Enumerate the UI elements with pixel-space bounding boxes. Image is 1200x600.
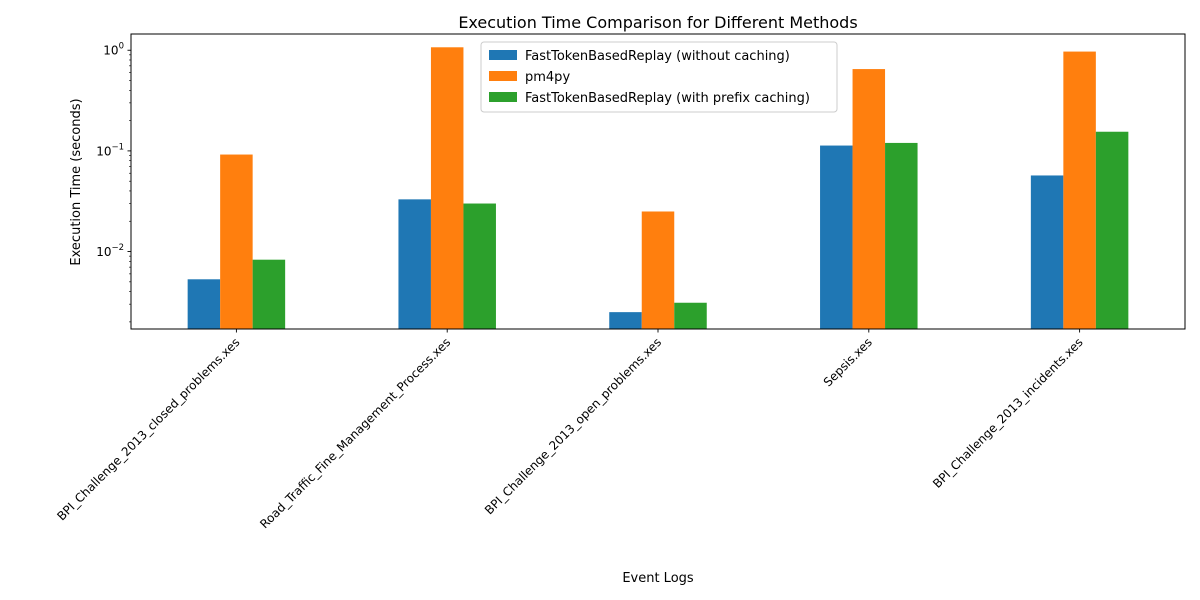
- y-tick-exponent: −1: [111, 142, 124, 152]
- chart-title: Execution Time Comparison for Different …: [458, 13, 857, 32]
- legend: FastTokenBasedReplay (without caching) pm…: [480, 41, 838, 113]
- bar: [852, 69, 886, 329]
- y-tick-base: 10: [103, 44, 118, 58]
- bar: [820, 145, 853, 329]
- bar: [885, 142, 918, 329]
- legend-swatch: [489, 71, 517, 81]
- bar: [1030, 175, 1064, 329]
- y-tick-label: 10−2: [96, 243, 124, 259]
- y-tick-base: 10: [96, 144, 111, 158]
- x-tick-label: Road_Traffic_Fine_Management_Process.xes: [257, 335, 453, 531]
- legend-box: [480, 41, 838, 113]
- bar: [674, 302, 707, 329]
- y-tick-exponent: 0: [119, 42, 124, 52]
- legend-label: pm4py: [525, 70, 570, 85]
- legend-label: FastTokenBasedReplay (with prefix cachin…: [525, 91, 810, 106]
- bar: [641, 211, 675, 329]
- bar: [1095, 131, 1129, 329]
- x-tick-label: BPI_Challenge_2013_closed_problems.xes: [54, 335, 242, 523]
- bar: [430, 47, 464, 329]
- y-tick-label: 100: [103, 42, 124, 58]
- x-axis-ticks: BPI_Challenge_2013_closed_problems.xes Ro…: [54, 329, 1086, 531]
- legend-label: FastTokenBasedReplay (without caching): [525, 49, 790, 64]
- y-tick-exponent: −2: [111, 243, 124, 253]
- bar: [1063, 51, 1096, 329]
- bar: [220, 154, 253, 329]
- bar: [609, 312, 642, 329]
- bar: [187, 279, 221, 329]
- y-tick-label: 10−1: [96, 142, 124, 158]
- x-tick-label: BPI_Challenge_2013_open_problems.xes: [482, 335, 664, 517]
- bars-layer: [187, 47, 1129, 329]
- legend-swatch: [489, 50, 517, 60]
- bar: [252, 259, 286, 329]
- x-tick-label: BPI_Challenge_2013_incidents.xes: [930, 335, 1086, 491]
- x-axis-label: Event Logs: [622, 571, 694, 586]
- y-tick-base: 10: [96, 245, 111, 259]
- bar: [463, 203, 496, 329]
- x-tick-label: Sepsis.xes: [821, 335, 875, 389]
- legend-swatch: [489, 92, 517, 102]
- bar: [398, 199, 431, 329]
- y-axis-label: Execution Time (seconds): [69, 98, 84, 265]
